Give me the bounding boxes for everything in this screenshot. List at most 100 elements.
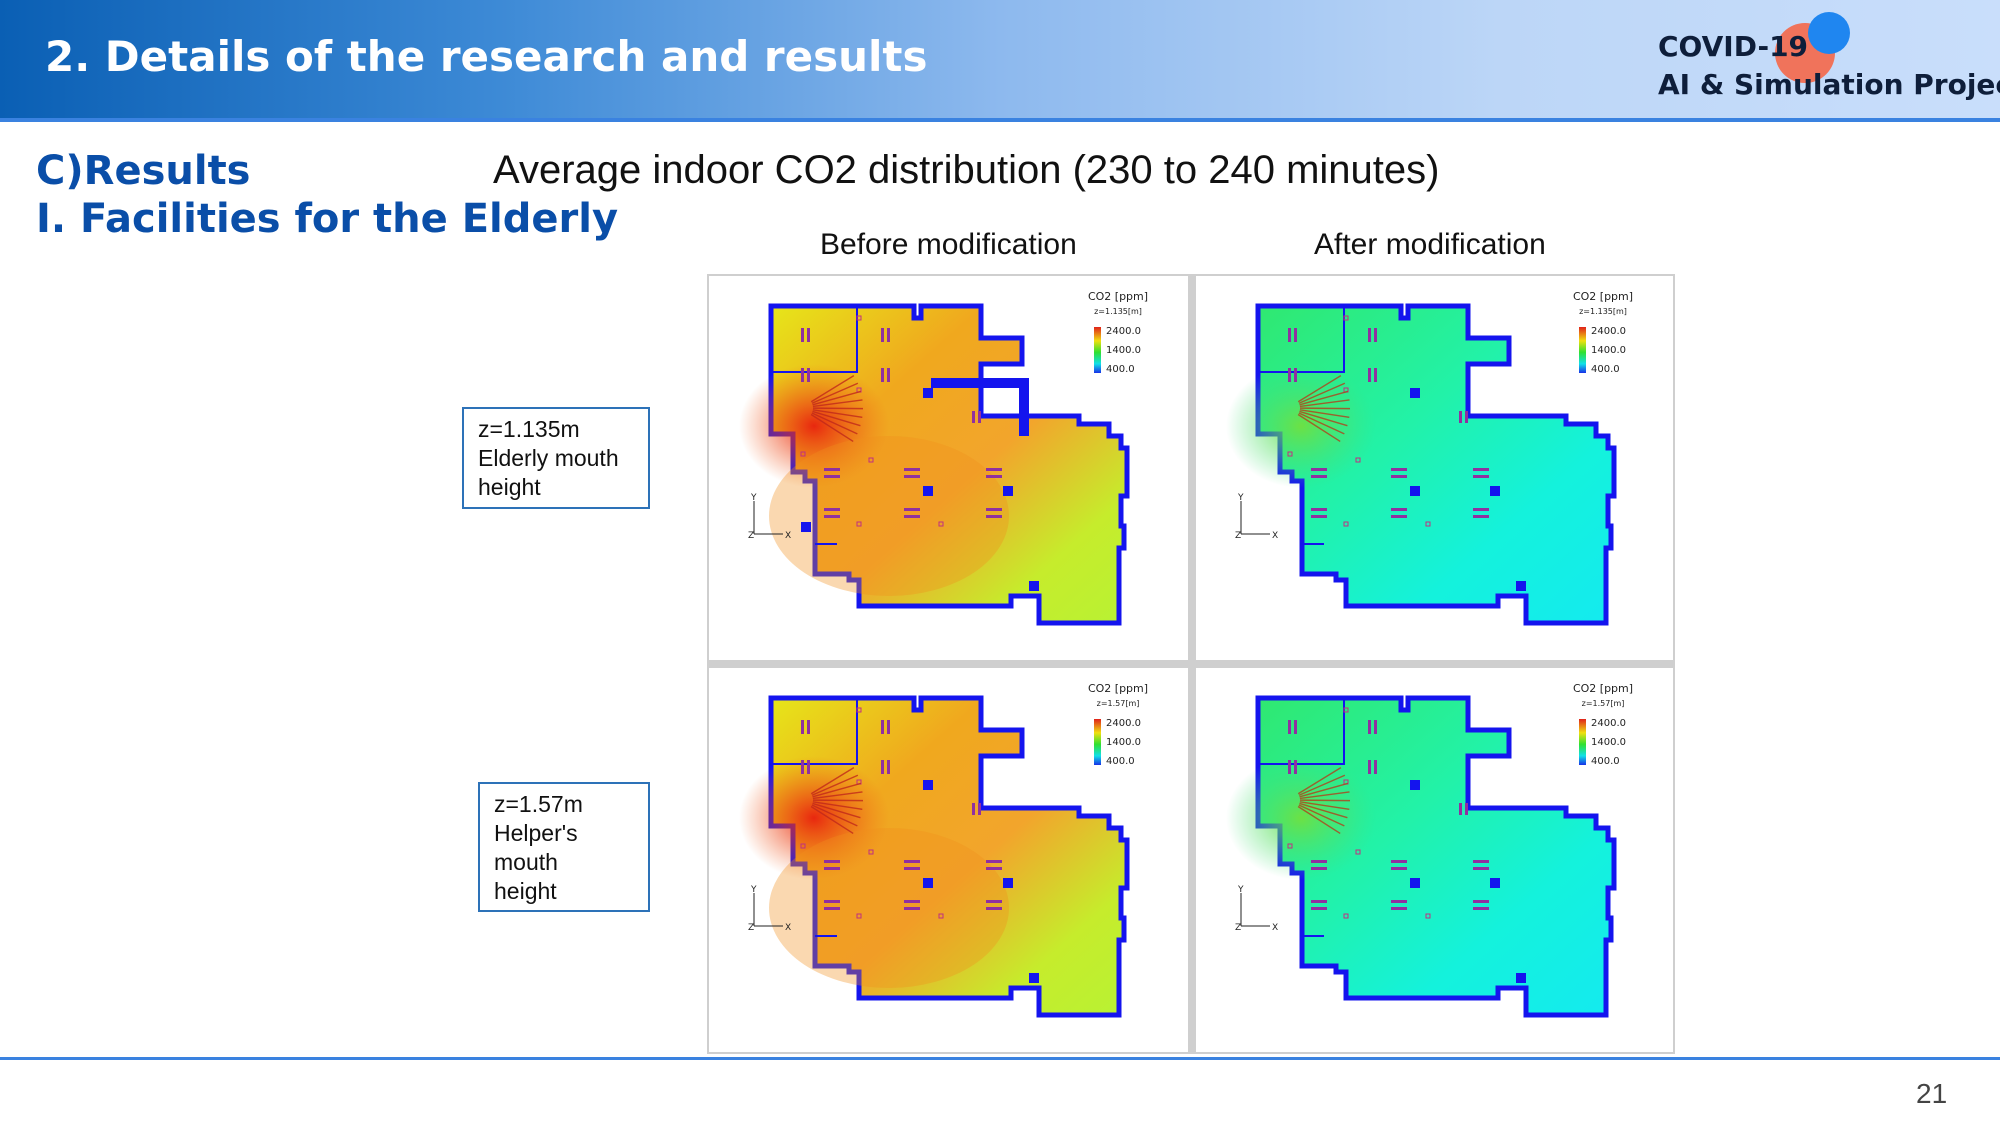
vent-marker (868, 849, 874, 855)
co2-figure-grid: Y X Z CO2 [ppm] z=1.135[m] 2400.0 1400.0 400.0 … (707, 274, 1675, 1054)
bed-marker (904, 907, 920, 910)
row-label-helper: z=1.57m Helper's mouth height (478, 782, 650, 912)
panel-after-z157: Y X Z CO2 [ppm] z=1.57[m] 2400.0 1400.0 400.0 (1196, 668, 1673, 1052)
outdoor-wall-block (931, 378, 1029, 436)
panel-before-z157: Y X Z CO2 [ppm] z=1.57[m] 2400.0 1400.0 400.0 (709, 668, 1188, 1052)
legend-z-label: z=1.57[m] (1582, 699, 1625, 708)
bed-marker (986, 475, 1002, 478)
legend-tick: 400.0 (1591, 364, 1620, 375)
airflow-arrow (1299, 409, 1350, 418)
panel-before-z1135: Y X Z CO2 [ppm] z=1.135[m] 2400.0 1400.0 400.0 (709, 276, 1188, 660)
bed-marker (1391, 907, 1407, 910)
project-logo: COVID-19 AI & Simulation Project (1655, 12, 2000, 108)
vent-marker (1355, 849, 1361, 855)
bed-marker (1374, 720, 1377, 734)
airflow-arrow (1299, 791, 1350, 800)
footer-divider (0, 1057, 2000, 1060)
interior-wall (771, 306, 858, 373)
interior-wall (771, 698, 858, 765)
vent-marker (1425, 521, 1431, 527)
legend-tick: 1400.0 (1591, 345, 1626, 356)
page-number: 21 (1916, 1078, 1948, 1109)
pillar-block (1410, 780, 1420, 790)
airflow-arrow (1299, 802, 1348, 819)
pillar-block (923, 486, 933, 496)
bed-marker (881, 760, 884, 774)
airflow-arrow (812, 791, 863, 800)
bed-marker (1311, 508, 1327, 511)
row-label-line: Elderly mouth (478, 445, 619, 471)
bed-marker (824, 468, 840, 471)
vent-marker (1343, 315, 1349, 321)
column-title-after: After modification (1314, 228, 1546, 261)
bed-marker (824, 515, 840, 518)
bed-marker (807, 328, 810, 342)
slide-title: 2. Details of the research and results (45, 32, 928, 81)
bed-marker (1311, 468, 1327, 471)
pillar-block (1516, 581, 1526, 591)
bed-marker (1473, 515, 1489, 518)
bed-marker (1311, 900, 1327, 903)
section-heading: C)Results (36, 148, 251, 194)
pillar-block (923, 780, 933, 790)
vent-marker (938, 913, 944, 919)
legend-tick: 1400.0 (1591, 737, 1626, 748)
bed-marker (824, 907, 840, 910)
bed-marker (986, 900, 1002, 903)
z-axis-label: Z (1235, 531, 1241, 541)
airflow-arrow (1299, 799, 1351, 802)
bed-marker (904, 867, 920, 870)
airflow-arrow (812, 801, 863, 810)
bed-marker (801, 368, 804, 382)
airflow-arrow (812, 409, 863, 418)
color-bar (1579, 719, 1586, 765)
bed-marker (1459, 411, 1462, 423)
airflow-arrow (812, 802, 861, 819)
legend-tick: 1400.0 (1106, 345, 1141, 356)
bed-marker (1288, 760, 1291, 774)
bed-marker (986, 468, 1002, 471)
legend-title: CO2 [ppm] (1573, 290, 1633, 303)
co2-gradient-zone (769, 828, 1009, 988)
x-axis-label: X (785, 531, 791, 541)
bed-marker (824, 508, 840, 511)
bed-marker (904, 900, 920, 903)
bed-marker (904, 515, 920, 518)
co2-legend: CO2 [ppm] z=1.135[m] 2400.0 1400.0 400.0 (1573, 290, 1633, 375)
slide-header (0, 0, 2000, 118)
bed-marker (1294, 720, 1297, 734)
bed-marker (824, 475, 840, 478)
bed-marker (1391, 900, 1407, 903)
z-axis-label: Z (1235, 923, 1241, 933)
co2-gradient-zone (769, 436, 1009, 596)
color-bar (1579, 327, 1586, 373)
section-subheading: I. Facilities for the Elderly (36, 196, 619, 242)
bed-marker (1311, 867, 1327, 870)
bed-marker (978, 803, 981, 815)
pillar-block (1410, 388, 1420, 398)
vent-marker (800, 451, 806, 457)
bed-marker (1288, 328, 1291, 342)
airflow-arrow (810, 805, 854, 835)
bed-marker (1391, 515, 1407, 518)
bed-marker (1473, 907, 1489, 910)
co2-floorplan: Y X Z CO2 [ppm] z=1.57[m] 2400.0 1400.0 400.0 (1226, 682, 1633, 1018)
bed-marker (1288, 720, 1291, 734)
logo-line-2: AI & Simulation Project (1658, 68, 2000, 101)
bed-marker (1368, 720, 1371, 734)
airflow-arrow (1298, 382, 1346, 404)
high-co2-zone (739, 756, 889, 880)
high-co2-zone (1226, 364, 1376, 488)
bed-marker (1374, 328, 1377, 342)
co2-floorplan: Y X Z CO2 [ppm] z=1.135[m] 2400.0 1400.0 400.0 (1226, 290, 1633, 626)
airflow-arrow (1298, 774, 1346, 796)
legend-tick: 2400.0 (1591, 326, 1626, 337)
pillar-block (1029, 581, 1039, 591)
bed-marker (1294, 368, 1297, 382)
bed-marker (1465, 803, 1468, 815)
bed-marker (1368, 328, 1371, 342)
airflow-arrow (1299, 399, 1350, 408)
vent-marker (1343, 913, 1349, 919)
legend-tick: 1400.0 (1106, 737, 1141, 748)
header-divider (0, 118, 2000, 122)
